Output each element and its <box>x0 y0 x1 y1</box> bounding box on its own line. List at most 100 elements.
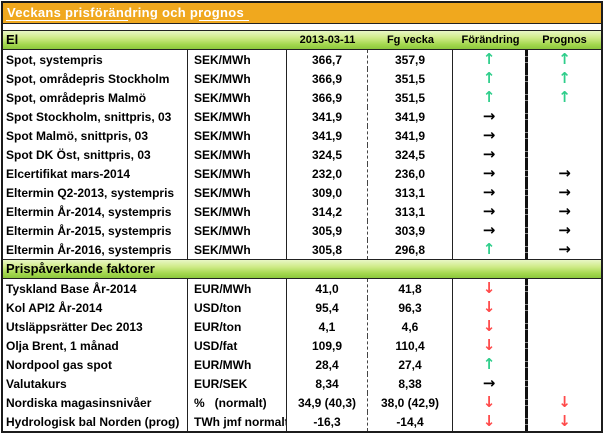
report-title: Veckans prisförändring och prognos <box>7 5 245 20</box>
previous-value: 357,9 <box>368 50 453 69</box>
row-unit: SEK/MWh <box>188 145 287 164</box>
row-label: Eltermin År-2015, systempris <box>3 221 188 240</box>
row-unit: SEK/MWh <box>188 107 287 126</box>
row-unit: SEK/MWh <box>188 240 287 259</box>
section-header-el: El 2013-03-11 Fg vecka Förändring Progno… <box>3 30 601 50</box>
change-arrow-icon: → <box>453 221 528 240</box>
forecast-arrow-icon <box>528 374 601 393</box>
table-row: Valutakurs EUR/SEK 8,34 8,38 → <box>3 374 601 393</box>
forecast-arrow-icon: → <box>558 221 571 239</box>
table-row: Spot Malmö, snittpris, 03 SEK/MWh 341,9 … <box>3 126 601 145</box>
table-row: Nordpool gas spot EUR/MWh 28,4 27,4 ↑ <box>3 355 601 374</box>
previous-value: 341,9 <box>368 107 453 126</box>
factor-rows: Tyskland Base År-2014 EUR/MWh 41,0 41,8 … <box>3 279 601 431</box>
change-arrow-icon: ↓ <box>453 279 528 298</box>
row-label: Spot Stockholm, snittpris, 03 <box>3 107 188 126</box>
row-label: Kol API2 År-2014 <box>3 298 188 317</box>
forecast-arrow-icon <box>528 126 601 145</box>
previous-value: 4,6 <box>368 317 453 336</box>
current-value: 366,9 <box>287 88 368 107</box>
row-unit: TWh jmf normalt <box>188 412 287 431</box>
table-row: Eltermin År-2016, systempris SEK/MWh 305… <box>3 240 601 259</box>
current-value: 341,9 <box>287 126 368 145</box>
section-header-factors: Prispåverkande faktorer <box>3 259 601 279</box>
row-unit: SEK/MWh <box>188 50 287 69</box>
row-label: Spot DK Öst, snittpris, 03 <box>3 145 188 164</box>
change-arrow-icon: → <box>453 183 528 202</box>
row-label: Nordpool gas spot <box>3 355 188 374</box>
row-unit: % (normalt) <box>188 393 287 412</box>
change-arrow-icon: → <box>453 164 528 183</box>
table-row: Spot, systempris SEK/MWh 366,7 357,9 ↑ ↑ <box>3 50 601 69</box>
change-arrow-icon: → <box>453 107 528 126</box>
current-value: 324,5 <box>287 145 368 164</box>
table-row: Spot DK Öst, snittpris, 03 SEK/MWh 324,5… <box>3 145 601 164</box>
current-value: 8,34 <box>287 374 368 393</box>
current-value: 366,9 <box>287 69 368 88</box>
row-unit: SEK/MWh <box>188 88 287 107</box>
change-arrow-icon: ↑ <box>453 69 528 88</box>
table-row: Nordiska magasinsnivåer % (normalt) 34,9… <box>3 393 601 412</box>
report-title-bar: Veckans prisförändring och prognos <box>3 3 601 24</box>
row-unit: EUR/SEK <box>188 374 287 393</box>
row-label: Nordiska magasinsnivåer <box>3 393 188 412</box>
row-unit: SEK/MWh <box>188 126 287 145</box>
column-header-forecast: Prognos <box>542 34 587 46</box>
previous-value: 8,38 <box>368 374 453 393</box>
table-row: Hydrologisk bal Norden (prog) TWh jmf no… <box>3 412 601 431</box>
change-arrow-icon: ↓ <box>453 336 528 355</box>
forecast-arrow-icon: → <box>558 240 571 258</box>
forecast-arrow-icon: → <box>558 164 571 182</box>
current-value: -16,3 <box>287 412 368 431</box>
table-row: Tyskland Base År-2014 EUR/MWh 41,0 41,8 … <box>3 279 601 298</box>
forecast-arrow-icon <box>528 145 601 164</box>
current-value: 309,0 <box>287 183 368 202</box>
previous-value: 96,3 <box>368 298 453 317</box>
current-value: 34,9 (40,3) <box>287 393 368 412</box>
table-row: Eltermin År-2015, systempris SEK/MWh 305… <box>3 221 601 240</box>
current-value: 366,7 <box>287 50 368 69</box>
current-value: 341,9 <box>287 107 368 126</box>
row-label: Eltermin År-2014, systempris <box>3 202 188 221</box>
previous-value: -14,4 <box>368 412 453 431</box>
row-label: Eltermin År-2016, systempris <box>3 240 188 259</box>
row-unit: EUR/MWh <box>188 355 287 374</box>
section-title-el: El <box>6 32 19 47</box>
title-underline <box>6 20 128 21</box>
change-arrow-icon: ↑ <box>453 240 528 259</box>
header-gap <box>3 24 601 30</box>
row-label: Elcertifikat mars-2014 <box>3 164 188 183</box>
previous-value: 110,4 <box>368 336 453 355</box>
forecast-arrow-icon: ↑ <box>558 88 571 106</box>
row-unit: SEK/MWh <box>188 221 287 240</box>
row-label: Valutakurs <box>3 374 188 393</box>
forecast-arrow-icon: → <box>558 183 571 201</box>
current-value: 314,2 <box>287 202 368 221</box>
change-arrow-icon: → <box>453 202 528 221</box>
table-row: Kol API2 År-2014 USD/ton 95,4 96,3 ↓ <box>3 298 601 317</box>
el-rows: Spot, systempris SEK/MWh 366,7 357,9 ↑ ↑… <box>3 50 601 259</box>
previous-value: 313,1 <box>368 183 453 202</box>
row-unit: USD/ton <box>188 298 287 317</box>
current-value: 305,9 <box>287 221 368 240</box>
table-row: Olja Brent, 1 månad USD/fat 109,9 110,4 … <box>3 336 601 355</box>
row-unit: EUR/ton <box>188 317 287 336</box>
column-header-change: Förändring <box>461 34 520 46</box>
row-unit: SEK/MWh <box>188 164 287 183</box>
forecast-arrow-icon <box>528 355 601 374</box>
previous-value: 313,1 <box>368 202 453 221</box>
table-row: Spot, områdepris Malmö SEK/MWh 366,9 351… <box>3 88 601 107</box>
section-title-factors: Prispåverkande faktorer <box>6 261 155 276</box>
change-arrow-icon: ↑ <box>453 355 528 374</box>
row-unit: SEK/MWh <box>188 183 287 202</box>
forecast-arrow-icon <box>528 336 601 355</box>
table-row: Elcertifikat mars-2014 SEK/MWh 232,0 236… <box>3 164 601 183</box>
row-label: Olja Brent, 1 månad <box>3 336 188 355</box>
row-label: Spot, områdepris Stockholm <box>3 69 188 88</box>
table-row: Spot Stockholm, snittpris, 03 SEK/MWh 34… <box>3 107 601 126</box>
current-value: 95,4 <box>287 298 368 317</box>
previous-value: 341,9 <box>368 126 453 145</box>
previous-value: 27,4 <box>368 355 453 374</box>
forecast-arrow-icon: ↓ <box>558 393 571 411</box>
forecast-arrow-icon <box>528 298 601 317</box>
